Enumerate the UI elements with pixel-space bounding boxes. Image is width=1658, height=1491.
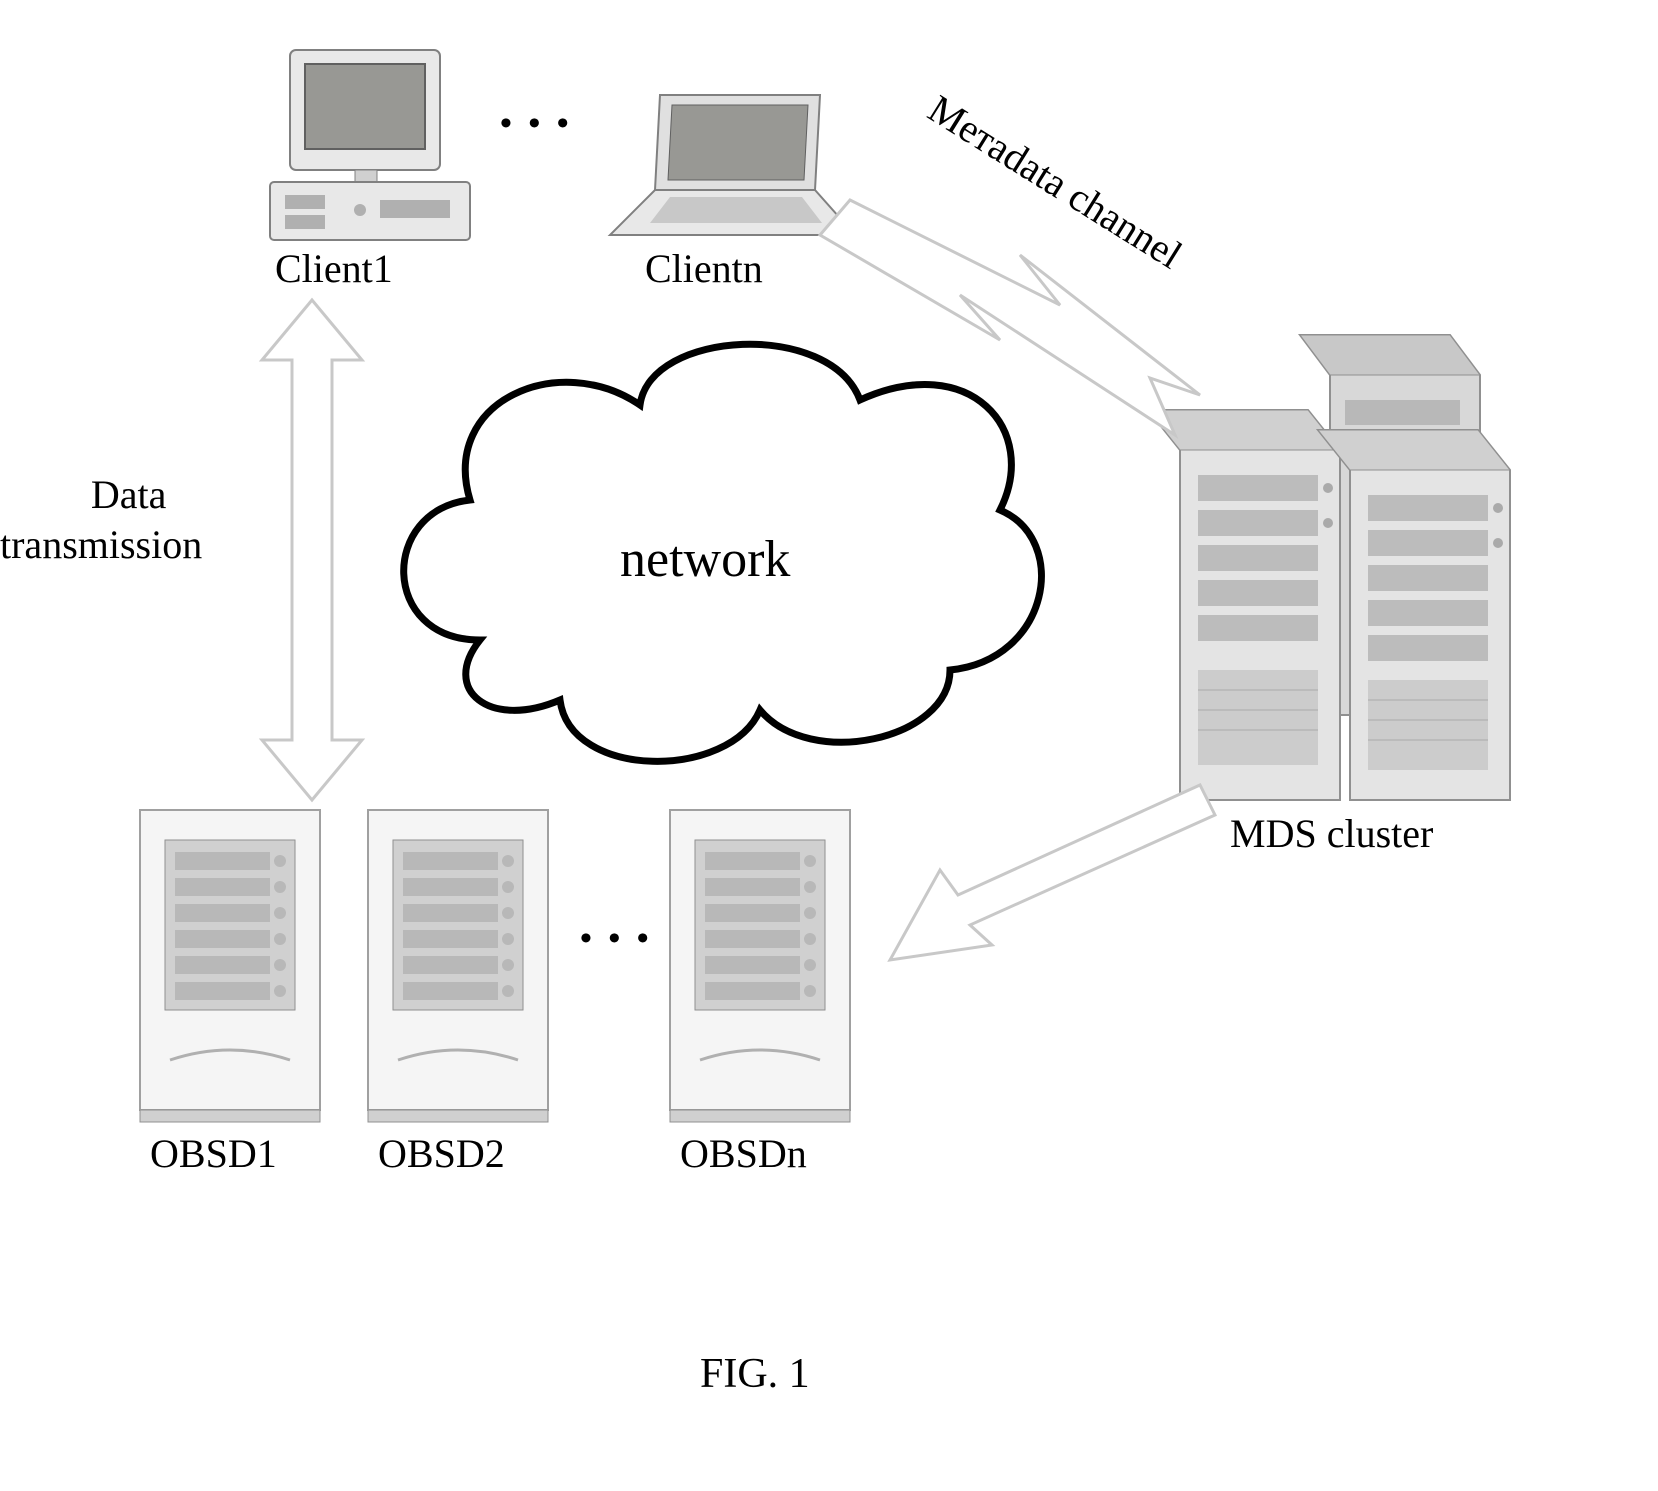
obsdn-storage-icon <box>670 810 850 1122</box>
obsdn-label: OBSDn <box>680 1130 807 1177</box>
mds-to-obsd-arrow <box>890 785 1215 960</box>
diagram-canvas <box>0 0 1658 1491</box>
clients-ellipsis: • • • <box>500 105 573 143</box>
network-label: network <box>620 530 790 589</box>
network-architecture-diagram: Client1 Clientn • • • network Data trans… <box>0 0 1658 1491</box>
data-transmission-label: Data transmission <box>55 470 202 570</box>
client1-desktop-icon <box>270 50 470 240</box>
figure-caption: FIG. 1 <box>700 1350 810 1398</box>
obsd2-storage-icon <box>368 810 548 1122</box>
client1-label: Client1 <box>275 245 393 292</box>
obsd2-label: OBSD2 <box>378 1130 505 1177</box>
clientn-label: Clientn <box>645 245 763 292</box>
data-transmission-line1: Data <box>55 470 202 520</box>
mds-cluster-label: MDS cluster <box>1230 810 1433 857</box>
data-transmission-line2: transmission <box>0 520 202 570</box>
data-transmission-arrow <box>262 300 362 800</box>
mds-cluster-icon <box>1148 335 1510 800</box>
metadata-channel-label: Meᴛadata channel <box>920 85 1190 278</box>
clientn-laptop-icon <box>610 95 855 235</box>
obsd1-label: OBSD1 <box>150 1130 277 1177</box>
obsd1-storage-icon <box>140 810 320 1122</box>
obsd-ellipsis: • • • <box>580 920 653 958</box>
